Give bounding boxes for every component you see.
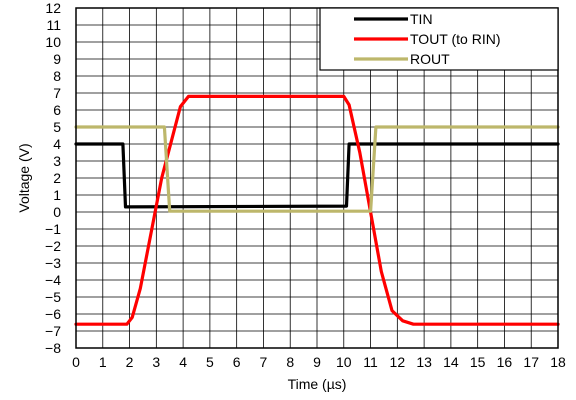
y-tick-label: 0 <box>53 204 61 220</box>
x-tick-label: 4 <box>179 354 187 370</box>
x-tick-label: 6 <box>233 354 241 370</box>
x-tick-label: 11 <box>363 354 378 370</box>
x-tick-label: 3 <box>152 354 160 370</box>
y-tick-label: 1 <box>53 187 61 203</box>
x-tick-label: 0 <box>72 354 80 370</box>
y-tick-label: 3 <box>53 153 61 169</box>
y-tick-label: −2 <box>45 238 61 254</box>
legend-label: ROUT <box>410 51 450 67</box>
x-tick-label: 10 <box>336 354 352 370</box>
y-tick-label: 4 <box>53 136 61 152</box>
y-tick-label: 12 <box>45 0 61 16</box>
x-tick-label: 7 <box>260 354 268 370</box>
x-tick-label: 1 <box>99 354 107 370</box>
y-tick-label: 10 <box>45 34 61 50</box>
x-tick-label: 14 <box>443 354 459 370</box>
x-tick-label: 2 <box>126 354 134 370</box>
series-line-tout-to-rin <box>74 94 560 326</box>
y-tick-label: 6 <box>53 102 61 118</box>
x-tick-label: 5 <box>206 354 214 370</box>
plot-border <box>75 7 559 349</box>
y-tick-label: 5 <box>53 119 61 135</box>
x-tick-label: 18 <box>550 354 566 370</box>
y-tick-label: −3 <box>45 255 61 271</box>
y-tick-label: −7 <box>45 323 61 339</box>
y-tick-label: 7 <box>53 85 61 101</box>
y-axis-label: Voltage (V) <box>16 143 32 212</box>
y-tick-label: 2 <box>53 170 61 186</box>
x-tick-label: 13 <box>416 354 432 370</box>
legend-label: TIN <box>410 11 433 27</box>
y-tick-label: −8 <box>45 340 61 356</box>
y-tick-label: −6 <box>45 306 61 322</box>
y-tick-label: 11 <box>46 17 61 33</box>
series-lines <box>74 94 560 326</box>
x-tick-label: 17 <box>523 354 539 370</box>
y-tick-label: 8 <box>53 68 61 84</box>
x-tick-label: 9 <box>313 354 321 370</box>
series-line-rout <box>74 125 560 213</box>
y-tick-label: −4 <box>45 272 61 288</box>
x-tick-labels: 0 1 2 3 4 5 6 7 8 9 10 11 12 13 14 15 16 17 18 <box>72 354 566 370</box>
x-tick-label: 12 <box>390 354 406 370</box>
x-axis-label: Time (µs) <box>288 376 347 392</box>
legend-label: TOUT (to RIN) <box>410 31 501 47</box>
legend: TIN TOUT (to RIN) ROUT <box>319 7 559 71</box>
series-line-tin <box>74 142 560 209</box>
y-tick-label: 9 <box>53 51 61 67</box>
x-tick-label: 8 <box>286 354 294 370</box>
x-tick-label: 16 <box>497 354 513 370</box>
y-tick-label: −5 <box>45 289 61 305</box>
y-tick-label: −1 <box>45 221 61 237</box>
x-tick-label: 15 <box>470 354 486 370</box>
